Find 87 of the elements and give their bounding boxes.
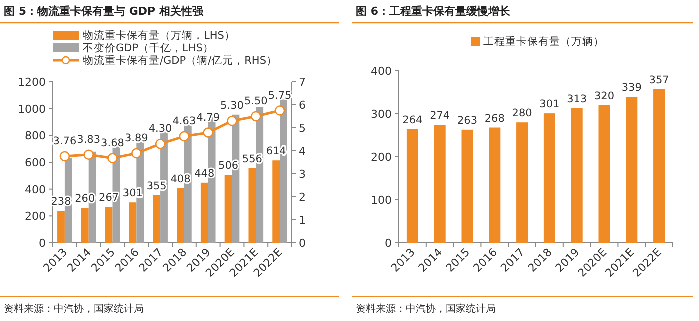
- data-label: 5.30: [220, 100, 244, 112]
- bar: [81, 208, 89, 243]
- y-tick-label: 1000: [18, 102, 46, 116]
- data-label: 614: [266, 146, 287, 158]
- data-label: 280: [512, 108, 532, 120]
- bar: [129, 202, 137, 243]
- y-tick-label: 100: [371, 194, 392, 207]
- data-label: 3.76: [53, 136, 77, 148]
- bar: [248, 168, 256, 243]
- y2-tick-label: 1: [299, 214, 306, 227]
- y2-tick-label: 2: [299, 191, 306, 204]
- data-label: 3.89: [124, 132, 148, 145]
- legend-label: 物流重卡保有量（万辆，LHS）: [83, 29, 236, 42]
- y-tick-label: 400: [25, 183, 46, 196]
- bar: [598, 105, 610, 243]
- bar: [224, 175, 232, 243]
- data-label: 274: [430, 110, 450, 122]
- data-label: 320: [594, 90, 615, 102]
- bar: [272, 160, 280, 243]
- chart-title: 图 6：工程重卡保有量缓慢增长: [356, 5, 512, 18]
- point: [179, 131, 190, 142]
- bar: [544, 114, 556, 243]
- point: [274, 106, 286, 116]
- data-label: 313: [567, 93, 588, 106]
- y-tick-label: 800: [25, 130, 46, 143]
- y-tick-label: 400: [371, 65, 392, 78]
- point: [84, 150, 94, 160]
- y2-tick-label: 5: [299, 122, 306, 135]
- y2-tick-label: 7: [299, 76, 306, 89]
- chart-title: 图 5：物流重卡保有量与 GDP 相关性强: [4, 5, 204, 18]
- bar: [516, 122, 528, 243]
- point: [155, 138, 166, 150]
- point: [251, 111, 262, 122]
- bar: [200, 182, 208, 243]
- y-tick-label: 300: [371, 108, 392, 121]
- y2-tick-label: 3: [299, 168, 306, 181]
- bar: [571, 108, 583, 243]
- point: [227, 116, 238, 126]
- legend-label: 物流重卡保有量/GDP（辆/亿元，RHS）: [83, 54, 278, 67]
- y-tick-label: 0: [385, 237, 392, 250]
- bar: [462, 130, 474, 243]
- legend-label: 不变价GDP（千亿，LHS）: [83, 42, 214, 54]
- data-label: 448: [194, 168, 215, 180]
- bar: [489, 128, 501, 243]
- data-label: 339: [622, 82, 642, 94]
- point: [108, 153, 118, 164]
- y-tick-label: 200: [25, 210, 46, 224]
- data-label: 556: [242, 153, 263, 166]
- data-label: 506: [218, 160, 239, 172]
- data-label: 267: [99, 192, 120, 204]
- data-label: 5.50: [244, 96, 268, 108]
- y-tick-label: 1200: [18, 76, 46, 89]
- y2-tick-label: 6: [299, 99, 306, 112]
- data-label: 268: [484, 112, 505, 125]
- data-label: 5.75: [268, 90, 292, 102]
- bar: [406, 129, 418, 243]
- data-label: 355: [146, 180, 167, 192]
- legend-label: 工程重卡保有量（万辆）: [483, 35, 604, 48]
- bar: [434, 125, 446, 243]
- data-label: 4.30: [148, 123, 172, 136]
- bar: [105, 207, 113, 243]
- text: 资料来源：中汽协，国家统计局: [356, 303, 496, 315]
- data-label: 408: [170, 173, 191, 186]
- data-label: 3.68: [101, 137, 124, 150]
- data-label: 263: [457, 114, 478, 127]
- y-tick-label: 600: [25, 156, 46, 170]
- point: [60, 151, 70, 162]
- bar: [626, 97, 638, 243]
- y2-tick-label: 0: [299, 237, 306, 250]
- point: [132, 148, 142, 159]
- bar: [58, 211, 65, 243]
- data-label: 264: [402, 114, 424, 126]
- bar: [177, 188, 184, 243]
- data-label: 4.79: [196, 112, 220, 124]
- data-label: 301: [122, 188, 143, 200]
- data-label: 3.83: [77, 134, 101, 146]
- data-label: 357: [649, 74, 670, 86]
- bar: [153, 195, 161, 243]
- data-label: 301: [540, 98, 560, 111]
- y2-tick-label: 4: [299, 145, 306, 158]
- y-tick-label: 0: [39, 237, 46, 250]
- text: 资料来源：中汽协，国家统计局: [4, 303, 144, 315]
- y-tick-label: 200: [371, 151, 392, 164]
- data-label: 260: [75, 193, 96, 206]
- data-label: 4.63: [172, 116, 196, 128]
- bar: [654, 89, 666, 243]
- point: [203, 128, 214, 138]
